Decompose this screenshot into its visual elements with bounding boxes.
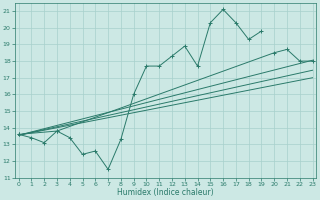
X-axis label: Humidex (Indice chaleur): Humidex (Indice chaleur) <box>117 188 214 197</box>
